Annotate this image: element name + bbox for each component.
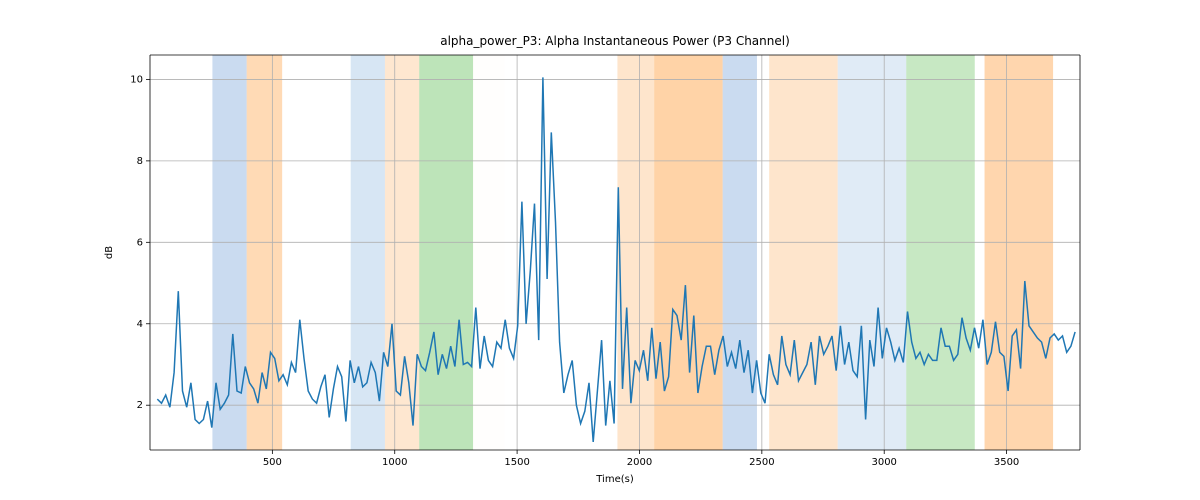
y-ticks: 2 4 6 8 10 [130,74,150,411]
chart-title: alpha_power_P3: Alpha Instantaneous Powe… [440,34,790,48]
x-tick-label: 3000 [871,457,896,468]
x-tick-label: 1000 [382,457,407,468]
x-tick-label: 3500 [994,457,1019,468]
y-tick-label: 6 [137,237,143,248]
chart-figure: 500 1000 1500 2000 2500 3000 3500 2 4 6 8 10 alpha… [0,0,1200,500]
highlight-band [769,55,838,450]
chart-svg: 500 1000 1500 2000 2500 3000 3500 2 4 6 8 10 alpha… [0,0,1200,500]
highlight-band [419,55,473,450]
y-tick-label: 8 [137,156,143,167]
highlight-band [617,55,654,450]
x-tick-label: 1500 [504,457,529,468]
highlight-band [473,55,505,450]
x-tick-label: 500 [263,457,282,468]
y-tick-label: 2 [137,400,143,411]
x-tick-label: 2500 [749,457,774,468]
y-tick-label: 4 [137,319,143,330]
highlight-band [985,55,1054,450]
x-ticks: 500 1000 1500 2000 2500 3000 3500 [263,450,1019,468]
x-tick-label: 2000 [627,457,652,468]
highlight-band [247,55,282,450]
y-axis-label: dB [104,246,115,259]
highlight-band [385,55,419,450]
highlight-band [906,55,975,450]
y-tick-label: 10 [130,74,143,85]
highlight-band [838,55,907,450]
x-axis-label: Time(s) [595,474,634,485]
